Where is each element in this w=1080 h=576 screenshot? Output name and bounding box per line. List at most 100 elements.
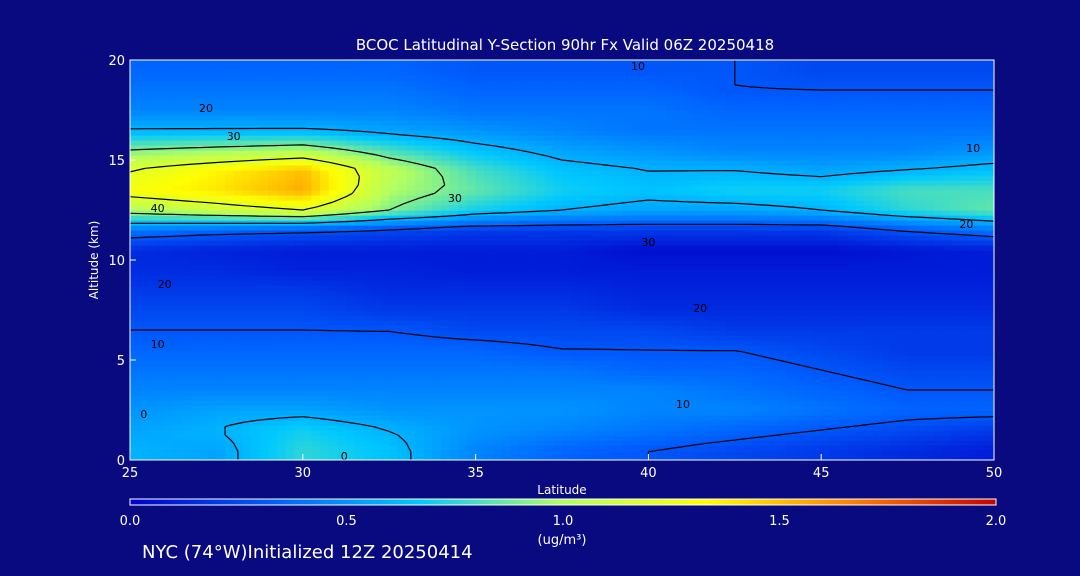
- heatmap-cell: [371, 335, 382, 341]
- heatmap-cell: [164, 410, 174, 416]
- heatmap-cell: [328, 260, 338, 266]
- heatmap-cell: [924, 255, 935, 261]
- heatmap-cell: [233, 280, 243, 286]
- heatmap-cell: [864, 315, 874, 321]
- heatmap-cell: [397, 420, 408, 426]
- heatmap-cell: [328, 295, 338, 301]
- heatmap-cell: [760, 335, 770, 341]
- heatmap-cell: [346, 340, 356, 346]
- heatmap-cell: [873, 445, 883, 451]
- heatmap-cell: [976, 265, 986, 271]
- heatmap-cell: [199, 335, 209, 341]
- heatmap-cell: [510, 300, 520, 306]
- heatmap-cell: [242, 325, 252, 331]
- heatmap-cell: [130, 405, 140, 411]
- heatmap-cell: [907, 230, 917, 236]
- heatmap-cell: [855, 445, 865, 451]
- heatmap-cell: [622, 405, 632, 411]
- heatmap-cell: [553, 340, 563, 346]
- heatmap-cell: [337, 240, 347, 246]
- heatmap-cell: [933, 240, 943, 246]
- heatmap-cell: [933, 255, 943, 261]
- heatmap-cell: [276, 405, 287, 411]
- heatmap-cell: [682, 380, 693, 386]
- heatmap-cell: [225, 315, 235, 321]
- heatmap-cell: [786, 405, 796, 411]
- heatmap-cell: [933, 250, 943, 256]
- heatmap-cell: [441, 330, 451, 336]
- heatmap-cell: [562, 220, 572, 226]
- heatmap-cell: [985, 440, 994, 446]
- heatmap-cell: [155, 245, 166, 251]
- heatmap-cell: [432, 325, 442, 331]
- heatmap-cell: [173, 440, 183, 446]
- heatmap-cell: [536, 320, 546, 326]
- heatmap-cell: [501, 425, 511, 431]
- heatmap-cell: [890, 225, 900, 231]
- heatmap-cell: [207, 415, 217, 421]
- heatmap-cell: [294, 345, 304, 351]
- heatmap-cell: [302, 350, 313, 356]
- heatmap-cell: [553, 290, 563, 296]
- heatmap-cell: [596, 230, 606, 236]
- heatmap-cell: [276, 380, 287, 386]
- heatmap-cell: [613, 280, 624, 286]
- heatmap-cell: [631, 395, 641, 401]
- heatmap-cell: [648, 275, 658, 281]
- heatmap-cell: [199, 440, 209, 446]
- heatmap-cell: [259, 415, 269, 421]
- heatmap-cell: [518, 345, 529, 351]
- heatmap-cell: [233, 310, 243, 316]
- heatmap-cell: [510, 315, 520, 321]
- heatmap-cell: [250, 285, 261, 291]
- heatmap-cell: [769, 265, 779, 271]
- heatmap-cell: [587, 450, 598, 456]
- heatmap-cell: [898, 260, 909, 266]
- heatmap-cell: [475, 250, 485, 256]
- heatmap-cell: [847, 240, 857, 246]
- heatmap-cell: [199, 410, 209, 416]
- heatmap-cell: [898, 220, 909, 226]
- heatmap-cell: [354, 340, 364, 346]
- heatmap-cell: [181, 350, 192, 356]
- heatmap-cell: [596, 225, 606, 231]
- heatmap-cell: [682, 350, 693, 356]
- heatmap-cell: [138, 380, 148, 386]
- heatmap-cell: [527, 455, 537, 460]
- heatmap-cell: [233, 410, 243, 416]
- heatmap-cell: [587, 220, 598, 226]
- heatmap-cell: [778, 450, 788, 456]
- heatmap-cell: [605, 370, 615, 376]
- heatmap-cell: [233, 215, 243, 221]
- heatmap-cell: [311, 250, 321, 256]
- heatmap-cell: [328, 335, 338, 341]
- heatmap-cell: [518, 270, 529, 276]
- heatmap-cell: [415, 250, 425, 256]
- heatmap-cell: [164, 285, 174, 291]
- heatmap-cell: [510, 360, 520, 366]
- heatmap-cell: [639, 285, 649, 291]
- heatmap-cell: [242, 300, 252, 306]
- heatmap-cell: [648, 265, 658, 271]
- heatmap-cell: [700, 230, 710, 236]
- heatmap-cell: [665, 405, 675, 411]
- heatmap-cell: [328, 325, 338, 331]
- heatmap-cell: [190, 310, 200, 316]
- heatmap-cell: [320, 390, 330, 396]
- heatmap-cell: [734, 360, 745, 366]
- heatmap-cell: [570, 455, 580, 460]
- heatmap-cell: [458, 380, 468, 386]
- heatmap-cell: [968, 265, 978, 271]
- heatmap-cell: [881, 305, 891, 311]
- heatmap-cell: [406, 235, 416, 241]
- heatmap-cell: [778, 445, 788, 451]
- heatmap-cell: [795, 300, 805, 306]
- heatmap-cell: [985, 310, 994, 316]
- heatmap-cell: [346, 405, 356, 411]
- heatmap-cell: [320, 280, 330, 286]
- heatmap-cell: [778, 235, 788, 241]
- heatmap-cell: [916, 440, 926, 446]
- heatmap-cell: [976, 235, 986, 241]
- heatmap-cell: [406, 270, 416, 276]
- heatmap-cell: [976, 400, 986, 406]
